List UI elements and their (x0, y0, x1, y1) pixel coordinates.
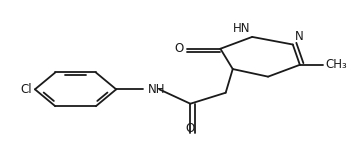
Text: HN: HN (233, 22, 250, 35)
Text: CH₃: CH₃ (325, 58, 347, 71)
Text: NH: NH (148, 83, 166, 96)
Text: O: O (186, 122, 195, 135)
Text: Cl: Cl (21, 83, 32, 96)
Text: N: N (294, 30, 303, 43)
Text: O: O (174, 42, 183, 55)
